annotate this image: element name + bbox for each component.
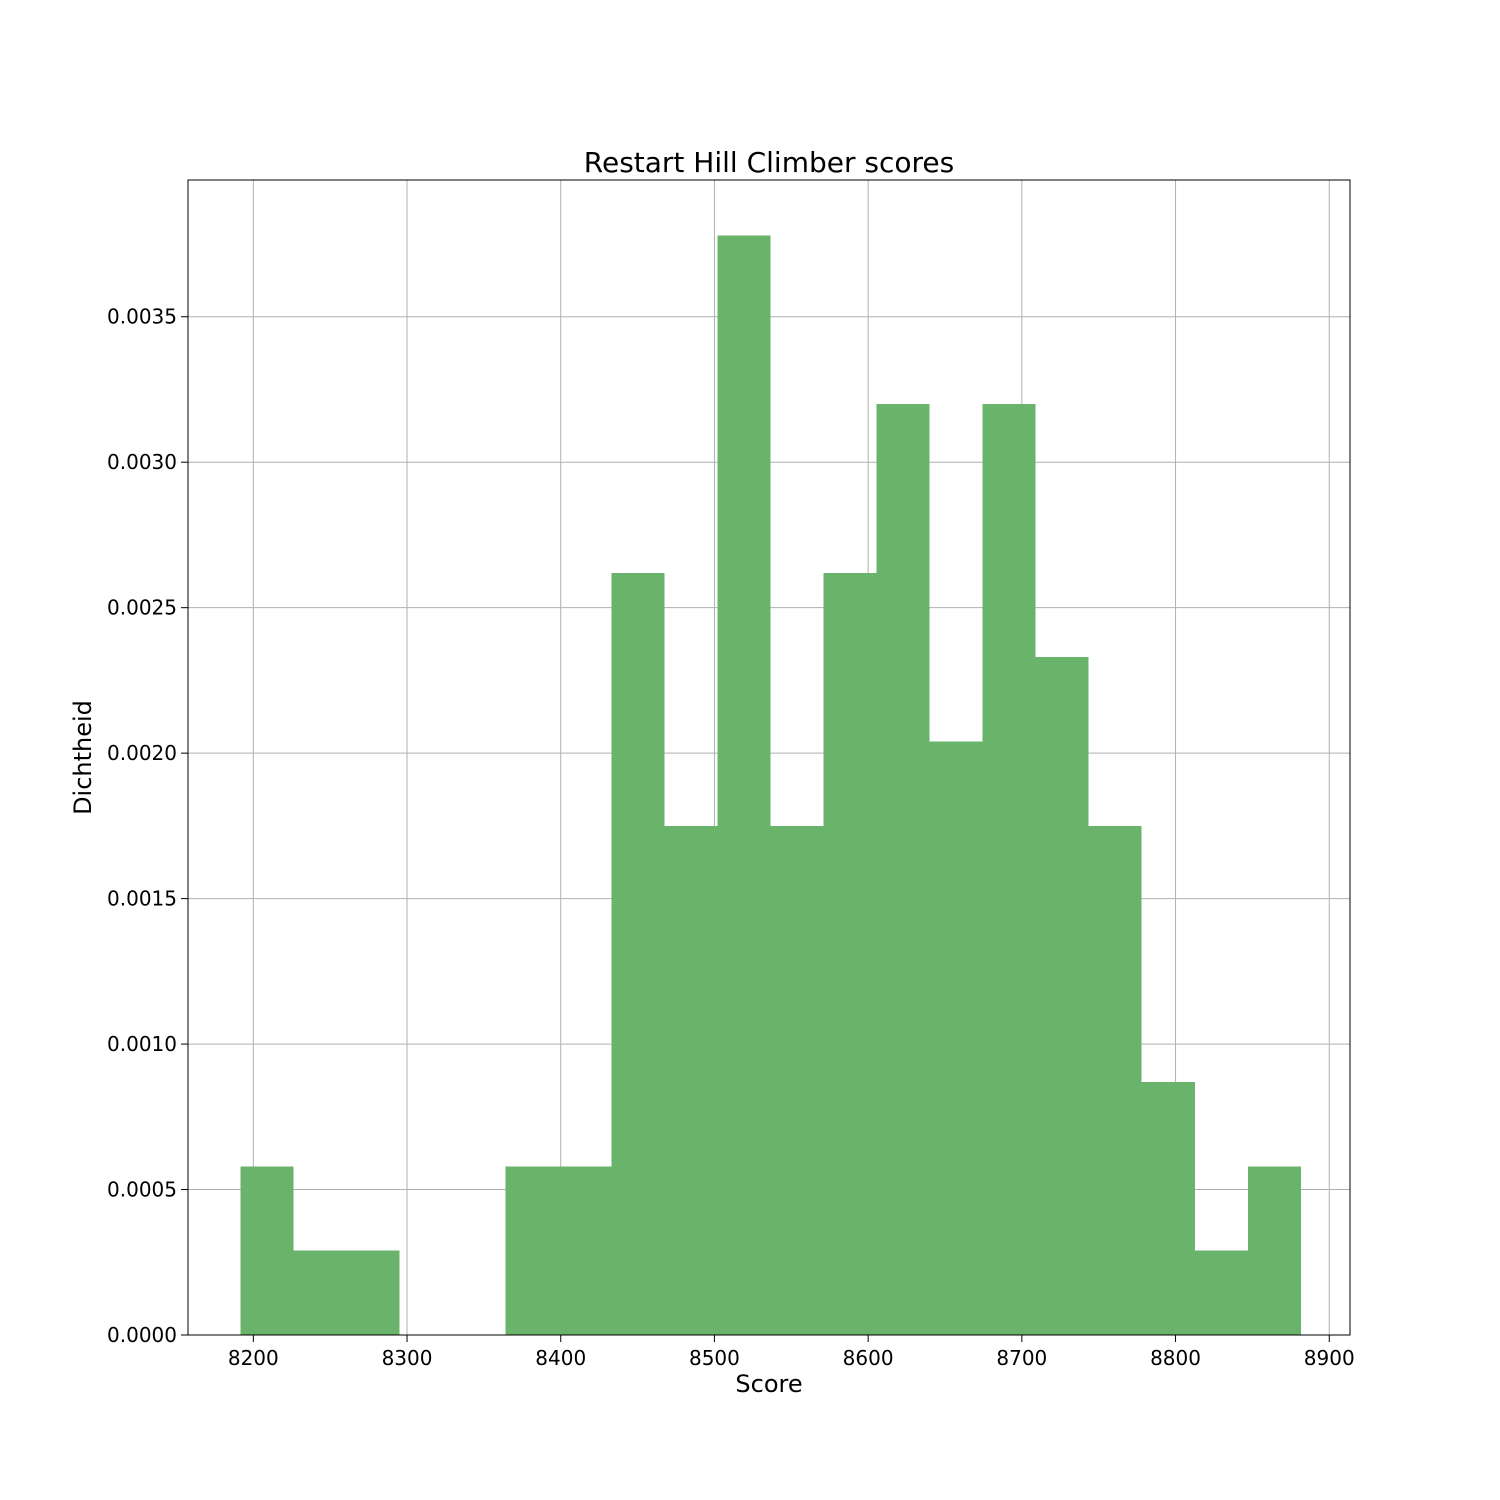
y-tick-label: 0.0020 xyxy=(107,741,177,765)
x-tick-label: 8500 xyxy=(689,1346,740,1370)
y-tick-label: 0.0015 xyxy=(107,887,177,911)
histogram-bar xyxy=(1247,1166,1301,1335)
histogram-bar xyxy=(346,1250,400,1335)
plot-frame xyxy=(187,179,1351,1336)
histogram-bar xyxy=(982,404,1036,1335)
histogram-bar xyxy=(929,741,983,1335)
histogram-bar xyxy=(1194,1250,1248,1335)
chart-title: Restart Hill Climber scores xyxy=(584,146,954,179)
y-tick-label: 0.0005 xyxy=(107,1178,177,1202)
y-tick-label: 0.0025 xyxy=(107,596,177,620)
x-tick-label: 8800 xyxy=(1150,1346,1201,1370)
y-tick-label: 0.0035 xyxy=(107,305,177,329)
histogram-bar xyxy=(823,572,877,1335)
x-tick-label: 8900 xyxy=(1304,1346,1355,1370)
x-axis-label: Score xyxy=(735,1370,802,1398)
x-tick-label: 8600 xyxy=(843,1346,894,1370)
histogram-bar xyxy=(1141,1081,1195,1335)
y-axis: 0.0000 0.0005 0.0010 0.0015 0.0020 0.0025 0.00… xyxy=(107,305,188,1347)
histogram-bar xyxy=(770,825,824,1335)
histogram-bar xyxy=(1035,657,1089,1335)
x-axis: 8200 8300 8400 8500 8600 8700 8800 8900 xyxy=(228,1335,1355,1370)
histogram-bar xyxy=(611,572,665,1335)
histogram-bar xyxy=(1088,825,1142,1335)
y-tick-label: 0.0030 xyxy=(107,450,177,474)
histogram-bar xyxy=(558,1166,612,1335)
y-tick-label: 0.0010 xyxy=(107,1032,177,1056)
x-tick-label: 8700 xyxy=(996,1346,1047,1370)
histogram-bar xyxy=(505,1166,559,1335)
histogram-bar xyxy=(717,235,771,1335)
histogram-bar xyxy=(293,1250,347,1335)
x-tick-label: 8400 xyxy=(535,1346,586,1370)
x-tick-label: 8200 xyxy=(228,1346,279,1370)
histogram-bar xyxy=(664,825,718,1335)
histogram-bar xyxy=(876,404,930,1335)
y-tick-label: 0.0000 xyxy=(107,1323,177,1347)
histogram-bars xyxy=(240,235,1301,1335)
x-tick-label: 8300 xyxy=(382,1346,433,1370)
histogram-bar xyxy=(240,1166,294,1335)
y-axis-label: Dichtheid xyxy=(69,700,97,815)
